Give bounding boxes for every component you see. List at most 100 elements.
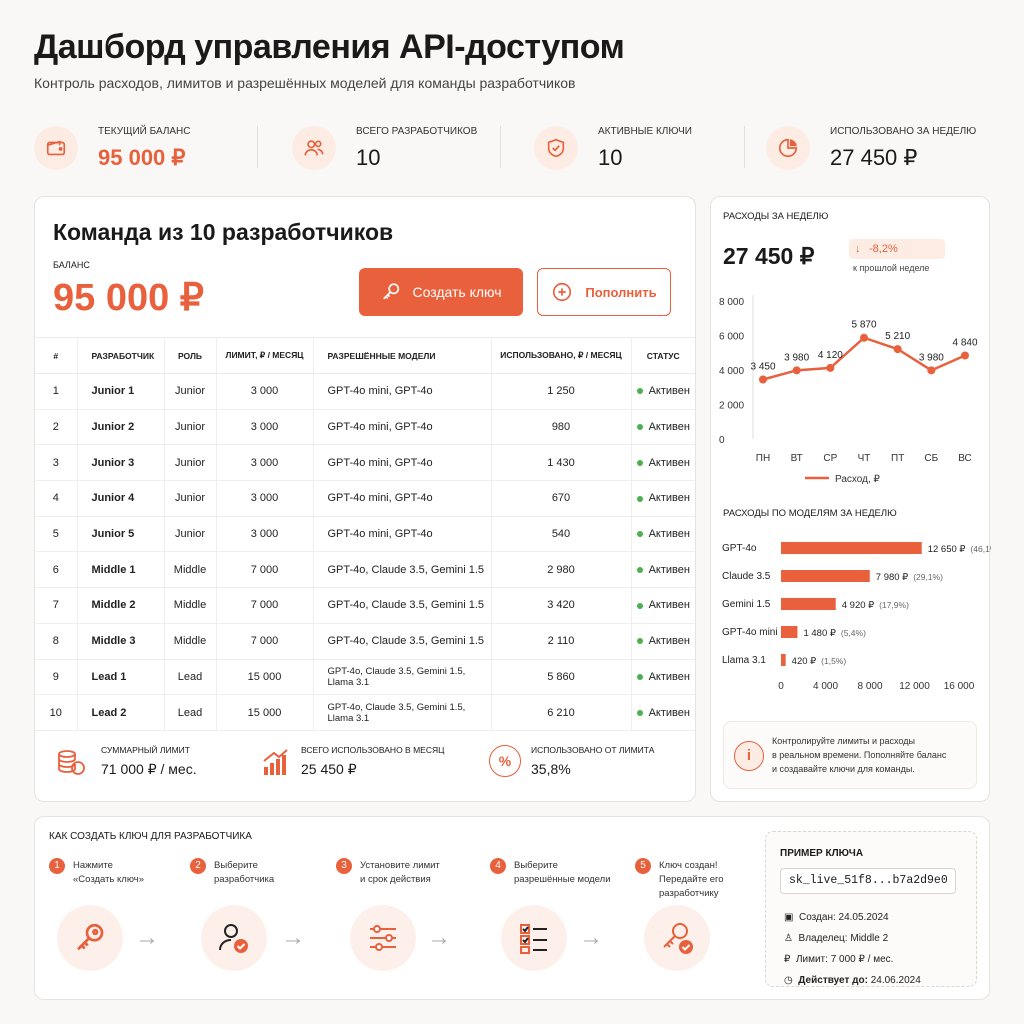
create-key-button[interactable]: Создать ключ: [359, 268, 523, 316]
y-tick-label: 0: [719, 435, 725, 446]
shield-check-icon: [534, 126, 578, 170]
summary-total-used: Всего использовано в месяц 25 450 ₽: [261, 745, 444, 778]
limit: 15 000: [216, 659, 314, 696]
weekly-title: Расходы за неделю: [723, 211, 829, 222]
data-point[interactable]: [826, 363, 835, 372]
stat-value: 27 450 ₽: [830, 144, 918, 170]
bar[interactable]: [781, 598, 836, 610]
bar-value-label: 1 480 ₽: [803, 628, 836, 639]
status-badge: Активен: [631, 373, 695, 410]
column-header: Использовано, ₽ / месяц: [491, 337, 632, 374]
arrow-right-icon: →: [135, 924, 159, 951]
allowed-models: GPT-4o, Claude 3.5, Gemini 1.5, Llama 3.…: [313, 694, 492, 731]
role: Middle: [164, 623, 217, 660]
table-row[interactable]: 10 Lead 2 Lead 15 000 GPT-4o, Claude 3.5, Ge…: [35, 694, 695, 731]
key-value[interactable]: sk_live_51f8...b7a2d9e0: [780, 868, 956, 894]
allowed-models: GPT-4o mini, GPT-4o: [313, 516, 492, 553]
table-row[interactable]: 1 Junior 1 Junior 3 000 GPT-4o mini, GPT-4o 1…: [35, 373, 695, 410]
data-point[interactable]: [759, 375, 767, 384]
allowed-models: GPT-4o, Claude 3.5, Gemini 1.5, Llama 3.…: [313, 659, 492, 696]
status-badge: Активен: [631, 516, 695, 553]
bar[interactable]: [781, 626, 798, 638]
status-badge: Активен: [631, 659, 695, 696]
bar-percent-label: (5,4%): [841, 628, 866, 638]
developer-name: Lead 2: [77, 694, 165, 731]
arrow-down-icon: ↓: [855, 243, 861, 255]
table-row[interactable]: 6 Middle 1 Middle 7 000 GPT-4o, Claude 3.5, …: [35, 551, 695, 589]
data-point[interactable]: [860, 333, 868, 342]
stat-balance: Текущий баланс 95 000 ₽: [34, 120, 191, 176]
bar-category-label: Gemini 1.5: [722, 599, 771, 610]
allowed-models: GPT-4o mini, GPT-4o: [313, 373, 492, 410]
key-check-icon: [644, 905, 710, 971]
key-example-card: Пример ключа sk_live_51f8...b7a2d9e0 ▣ С…: [765, 831, 977, 987]
role: Junior: [164, 409, 217, 446]
status-badge: Активен: [631, 694, 695, 731]
summary-value: 25 450 ₽: [301, 761, 357, 777]
table-header: # Разработчик Роль Лимит, ₽ / месяц Разрешён…: [35, 337, 695, 374]
bar-percent-label: (29,1%): [913, 572, 943, 582]
status-badge: Активен: [631, 587, 695, 624]
status-dot-icon: [636, 531, 643, 538]
bar-category-label: Claude 3.5: [722, 571, 771, 582]
row-number: 10: [35, 694, 78, 731]
bar[interactable]: [781, 654, 786, 666]
limit: 3 000: [216, 444, 314, 482]
top-up-button[interactable]: Пополнить: [537, 268, 671, 316]
allowed-models: GPT-4o, Claude 3.5, Gemini 1.5: [313, 623, 492, 660]
status-dot-icon: [636, 602, 643, 609]
row-number: 9: [35, 659, 78, 696]
data-point[interactable]: [792, 366, 801, 375]
table-row[interactable]: 9 Lead 1 Lead 15 000 GPT-4o, Claude 3.5, Gem…: [35, 659, 695, 696]
bar-category-label: Llama 3.1: [722, 655, 766, 666]
developer-name: Middle 1: [77, 551, 165, 589]
percent-icon: %: [489, 745, 521, 777]
used: 1 250: [491, 373, 632, 410]
summary-value: 71 000 ₽ / мес.: [101, 761, 197, 777]
allowed-models: GPT-4o, Claude 3.5, Gemini 1.5: [313, 551, 492, 589]
table-row[interactable]: 2 Junior 2 Junior 3 000 GPT-4o mini, GPT-4o 9…: [35, 409, 695, 446]
legend-label: Расход, ₽: [835, 474, 881, 485]
table-row[interactable]: 5 Junior 5 Junior 3 000 GPT-4o mini, GPT-4o 5…: [35, 516, 695, 553]
weekly-total: 27 450 ₽: [723, 243, 815, 269]
summary-total-limit: Суммарный лимит 71 000 ₽ / мес.: [55, 745, 197, 778]
stat-label: Активные ключи: [598, 125, 692, 137]
howto-card: Как создать ключ для разработчика 1 Нажм…: [34, 816, 990, 1000]
summary-label: Использовано от лимита: [531, 745, 655, 755]
arrow-right-icon: →: [427, 924, 451, 951]
step-number: 1: [49, 858, 65, 874]
data-label: 4 120: [818, 350, 843, 361]
stat-used-week: Использовано за неделю 27 450 ₽: [766, 120, 976, 176]
data-point[interactable]: [893, 345, 902, 354]
x-tick-label: ЧТ: [858, 453, 871, 464]
data-label: 3 450: [750, 361, 775, 372]
data-point[interactable]: [961, 351, 969, 360]
used: 1 430: [491, 444, 632, 482]
row-number: 2: [35, 409, 78, 446]
table-row[interactable]: 4 Junior 4 Junior 3 000 GPT-4o mini, GPT-4o 6…: [35, 480, 695, 517]
status-dot-icon: [636, 459, 643, 466]
limit: 7 000: [216, 587, 314, 624]
row-number: 6: [35, 551, 78, 589]
arrow-right-icon: →: [579, 924, 603, 951]
table-row[interactable]: 3 Junior 3 Junior 3 000 GPT-4o mini, GPT-4o 1…: [35, 444, 695, 482]
summary-value: 35,8%: [531, 761, 571, 777]
delta-note: к прошлой неделе: [853, 263, 930, 273]
data-label: 5 870: [851, 320, 876, 331]
data-label: 3 980: [919, 352, 944, 363]
bar[interactable]: [781, 570, 870, 582]
step-number: 4: [490, 858, 506, 874]
table-row[interactable]: 8 Middle 3 Middle 7 000 GPT-4o, Claude 3.5, …: [35, 623, 695, 660]
step-text: Выберите разрешённые модели: [514, 860, 611, 885]
column-header: #: [35, 337, 78, 374]
step-number: 3: [336, 858, 352, 874]
table-row[interactable]: 7 Middle 2 Middle 7 000 GPT-4o, Claude 3.5, …: [35, 587, 695, 624]
data-point[interactable]: [927, 366, 936, 375]
limit: 15 000: [216, 694, 314, 731]
key-example-title: Пример ключа: [780, 848, 864, 859]
used: 2 110: [491, 623, 632, 660]
summary-percent: % Использовано от лимита 35,8%: [489, 745, 654, 777]
step-text: Нажмите «Создать ключ»: [73, 860, 144, 885]
bar[interactable]: [781, 542, 922, 554]
x-tick-label: 16 000: [944, 681, 975, 692]
